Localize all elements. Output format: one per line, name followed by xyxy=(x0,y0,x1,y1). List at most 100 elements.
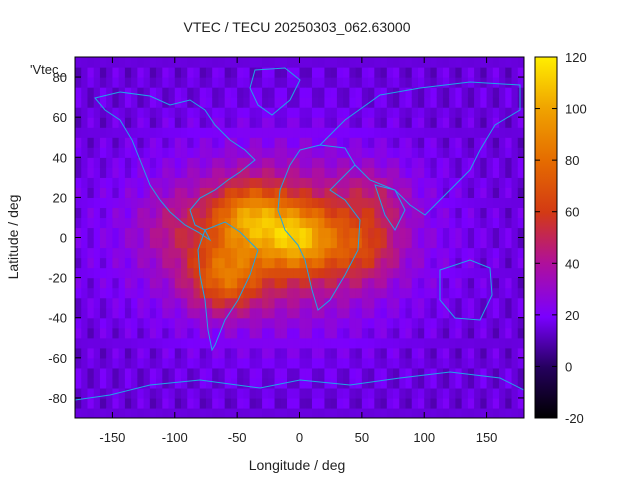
heatmap-cell xyxy=(368,257,375,269)
heatmap-cell xyxy=(505,117,513,128)
heatmap-cell xyxy=(274,397,282,409)
heatmap-cell xyxy=(243,127,251,138)
heatmap-cell xyxy=(499,147,506,158)
heatmap-cell xyxy=(411,167,419,178)
heatmap-cell xyxy=(486,157,494,168)
heatmap-cell xyxy=(287,137,294,148)
heatmap-cell xyxy=(287,257,294,269)
heatmap-cell xyxy=(318,207,326,219)
heatmap-cell xyxy=(99,97,107,108)
heatmap-cell xyxy=(131,267,138,279)
heatmap-cell xyxy=(461,377,469,389)
heatmap-cell xyxy=(393,67,400,78)
heatmap-cell xyxy=(75,217,82,229)
heatmap-cell xyxy=(393,247,400,259)
heatmap-cell xyxy=(162,387,170,399)
heatmap-cell xyxy=(355,357,363,369)
x-tick-label: 100 xyxy=(413,430,435,445)
heatmap-cell xyxy=(318,357,326,369)
heatmap-cell xyxy=(361,157,369,168)
heatmap-cell xyxy=(330,337,338,349)
heatmap-cell xyxy=(355,77,363,88)
heatmap-cell xyxy=(368,237,375,249)
heatmap-cell xyxy=(112,97,120,108)
heatmap-cell xyxy=(255,277,263,289)
heatmap-cell xyxy=(305,267,313,279)
heatmap-cell xyxy=(386,227,394,239)
heatmap-cell xyxy=(461,347,469,359)
heatmap-cell xyxy=(274,97,282,108)
heatmap-cell xyxy=(417,357,425,369)
heatmap-cell xyxy=(230,187,238,198)
heatmap-cell xyxy=(99,407,107,418)
heatmap-cell xyxy=(455,267,463,279)
heatmap-cell xyxy=(118,177,126,188)
heatmap-cell xyxy=(174,367,182,379)
heatmap-cell xyxy=(417,397,425,409)
heatmap-cell xyxy=(149,87,157,98)
heatmap-cell xyxy=(274,317,282,329)
heatmap-cell xyxy=(393,57,400,68)
heatmap-cell xyxy=(424,277,432,289)
heatmap-cell xyxy=(318,117,326,128)
heatmap-cell xyxy=(393,77,400,88)
heatmap-cell xyxy=(393,107,400,118)
heatmap-cell xyxy=(112,207,120,219)
heatmap-cell xyxy=(243,97,251,108)
heatmap-cell xyxy=(218,367,226,379)
heatmap-cell xyxy=(361,297,369,309)
heatmap-cell xyxy=(93,267,101,279)
heatmap-cell xyxy=(93,197,101,209)
heatmap-cell xyxy=(374,87,382,98)
heatmap-cell xyxy=(505,327,513,339)
heatmap-cell xyxy=(449,227,457,239)
heatmap-cell xyxy=(330,237,338,249)
heatmap-cell xyxy=(143,287,151,299)
heatmap-cell xyxy=(218,137,226,148)
heatmap-cell xyxy=(442,117,450,128)
heatmap-cell xyxy=(268,167,276,178)
heatmap-cell xyxy=(417,147,425,158)
heatmap-cell xyxy=(343,387,350,399)
heatmap-cell xyxy=(442,277,450,289)
heatmap-cell xyxy=(218,147,226,158)
heatmap-cell xyxy=(393,277,400,289)
heatmap-cell xyxy=(330,367,338,379)
heatmap-cell xyxy=(99,57,107,68)
heatmap-cell xyxy=(87,147,95,158)
heatmap-cell xyxy=(224,97,232,108)
heatmap-cell xyxy=(318,127,326,138)
heatmap-cell xyxy=(99,337,107,349)
heatmap-cell xyxy=(174,237,182,249)
heatmap-cell xyxy=(293,307,301,319)
heatmap-cell xyxy=(81,247,89,259)
heatmap-cell xyxy=(81,277,89,289)
heatmap-cell xyxy=(305,117,313,128)
heatmap-cell xyxy=(205,117,213,128)
heatmap-cell xyxy=(224,137,232,148)
heatmap-cell xyxy=(330,307,338,319)
heatmap-cell xyxy=(311,187,319,198)
heatmap-cell xyxy=(368,57,375,68)
heatmap-cell xyxy=(174,77,182,88)
heatmap-cell xyxy=(162,57,170,68)
heatmap-cell xyxy=(137,297,145,309)
heatmap-cell xyxy=(168,237,176,249)
heatmap-cell xyxy=(436,377,444,389)
heatmap-cell xyxy=(368,357,375,369)
heatmap-cell xyxy=(368,97,375,108)
heatmap-cell xyxy=(386,387,394,399)
heatmap-cell xyxy=(343,57,350,68)
heatmap-cell xyxy=(87,257,95,269)
heatmap-cell xyxy=(386,107,394,118)
heatmap-cell xyxy=(224,237,232,249)
heatmap-cell xyxy=(124,107,132,118)
heatmap-cell xyxy=(374,357,382,369)
heatmap-cell xyxy=(131,97,138,108)
heatmap-cell xyxy=(311,157,319,168)
heatmap-cell xyxy=(467,287,475,299)
heatmap-cell xyxy=(143,87,151,98)
heatmap-cell xyxy=(287,287,294,299)
heatmap-cell xyxy=(268,207,276,219)
heatmap-cell xyxy=(212,137,220,148)
